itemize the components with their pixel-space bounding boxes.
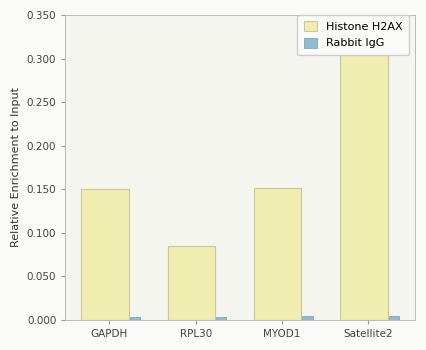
Bar	[81, 189, 129, 320]
Bar	[167, 246, 215, 320]
Bar	[254, 188, 302, 320]
Legend: Histone H2AX, Rabbit IgG: Histone H2AX, Rabbit IgG	[297, 15, 409, 55]
Bar	[216, 317, 226, 320]
Y-axis label: Relative Enrichment to Input: Relative Enrichment to Input	[11, 88, 21, 247]
Bar	[302, 316, 313, 320]
Bar	[340, 41, 388, 320]
Bar	[389, 315, 399, 320]
Bar	[130, 317, 140, 320]
